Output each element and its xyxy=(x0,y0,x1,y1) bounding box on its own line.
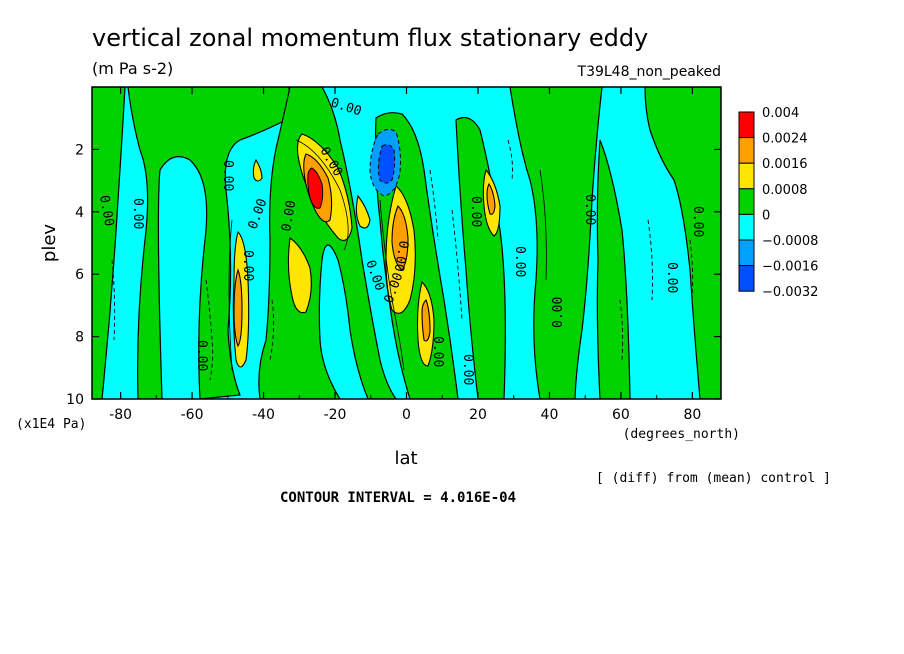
chart-title: vertical zonal momentum flux stationary … xyxy=(92,24,648,52)
colorbar-label: 0.0016 xyxy=(762,157,808,172)
contour-label: 0.00 xyxy=(664,262,679,293)
units-label: (m Pa s-2) xyxy=(92,59,173,78)
colorbar-label: 0 xyxy=(762,208,770,223)
x-tick-label: 0 xyxy=(402,407,411,423)
dashed-contour xyxy=(647,219,653,301)
green-region-west-edge xyxy=(92,87,126,399)
contour-label: 0.00 xyxy=(279,199,299,232)
contour-label: 0.00 xyxy=(130,198,145,229)
yellow-sh-low xyxy=(287,237,312,314)
colorbar-label: 0.0024 xyxy=(762,132,808,147)
y-tick-label: 8 xyxy=(75,330,84,346)
colorbar-swatch xyxy=(738,162,755,190)
contour-label: 0.00 xyxy=(468,196,483,227)
colorbar-swatch xyxy=(738,188,755,215)
green-region-nh-high xyxy=(596,139,631,399)
contour-label: 0.00 xyxy=(240,250,255,281)
contour-label: 0.00 xyxy=(690,206,705,237)
dashed-contour xyxy=(689,239,694,301)
yellow-sh-left-small xyxy=(252,158,263,182)
dashed-contour xyxy=(507,139,513,181)
colorbar-label: −0.0008 xyxy=(762,234,818,249)
green-region-central xyxy=(258,87,397,399)
y-axis-title: plev xyxy=(39,224,60,263)
contour-label: 0.00 xyxy=(194,340,209,371)
green-region-midlat-south xyxy=(127,87,295,399)
y-tick-label: 10 xyxy=(66,392,84,408)
yellow-central-small xyxy=(355,194,371,229)
orange-midlat xyxy=(233,268,243,348)
green-region-nh-midlat xyxy=(509,87,603,399)
x-axis: -80 -60 -40 -20 0 20 40 60 80 xyxy=(109,87,701,423)
blue-region-inner xyxy=(377,144,396,184)
colorbar-swatch xyxy=(738,213,755,241)
negative-regions xyxy=(369,128,401,197)
dashed-contours xyxy=(111,139,694,381)
contour-label: 0.00 xyxy=(96,194,116,227)
contour-label: 0.00 xyxy=(220,160,235,191)
colorbar-label: 0.004 xyxy=(762,106,799,121)
positive-field-regions xyxy=(92,87,721,399)
solid-contours xyxy=(228,139,547,371)
orange-nh-subtropics xyxy=(486,182,496,215)
diff-note: [ (diff) from (mean) control ] xyxy=(596,471,831,486)
x-axis-title: lat xyxy=(394,448,417,469)
x-tick-label: -20 xyxy=(324,407,347,423)
solid-contour xyxy=(295,139,349,251)
contour-label: 0.00 xyxy=(582,194,597,225)
x-tick-label: 40 xyxy=(541,407,559,423)
orange-nh-small xyxy=(421,299,431,342)
y-tick-label: 4 xyxy=(75,205,84,221)
colorbar-swatch xyxy=(738,111,755,139)
green-region-east-edge xyxy=(644,87,721,399)
colorbar-swatch xyxy=(738,137,755,164)
x-tick-label: -60 xyxy=(181,407,204,423)
solid-contour xyxy=(228,219,233,371)
dashed-contour xyxy=(111,259,116,341)
green-region-nh-subtropics xyxy=(455,117,506,399)
red-core-max xyxy=(307,167,324,209)
colorbar-label: −0.0016 xyxy=(762,260,818,275)
plot-area: 0.00 0.00 0.00 0.00 0.00 0.00 0.00 0.00 … xyxy=(92,87,721,399)
dashed-contour xyxy=(205,279,214,381)
contour-label: 0.00 xyxy=(460,354,475,385)
orange-equator xyxy=(391,205,409,271)
y-tick-label: 6 xyxy=(75,267,84,283)
x-tick-label: -80 xyxy=(109,407,132,423)
x-axis-units: (degrees_north) xyxy=(623,427,740,442)
y-axis: 2 4 6 8 10 xyxy=(66,142,721,408)
contour-label: 0.00 xyxy=(512,246,527,277)
solid-contour xyxy=(539,169,547,281)
y-axis-units: (x1E4 Pa) xyxy=(16,417,86,432)
dashed-contour xyxy=(269,299,275,361)
experiment-label: T39L48_non_peaked xyxy=(577,64,721,80)
contour-label: 0.00 xyxy=(551,297,566,328)
x-tick-label: 80 xyxy=(683,407,701,423)
dashed-contour xyxy=(451,209,463,321)
dashed-contour xyxy=(619,299,624,361)
contour-label: 0.00 xyxy=(430,336,445,367)
solid-contour xyxy=(379,199,405,371)
x-tick-label: 20 xyxy=(469,407,487,423)
x-tick-label: -40 xyxy=(252,407,275,423)
dashed-contour xyxy=(429,169,439,241)
colorbar: 0.004 0.0024 0.0016 0.0008 0 −0.0008 −0.0016 −0… xyxy=(738,106,818,300)
contour-interval: CONTOUR INTERVAL = 4.016E-04 xyxy=(280,490,516,506)
contour-label: 0.00 xyxy=(391,239,411,272)
y-tick-label: 2 xyxy=(75,142,84,158)
x-tick-label: 60 xyxy=(612,407,630,423)
colorbar-label: −0.0032 xyxy=(762,285,818,300)
colorbar-swatch xyxy=(738,265,755,292)
colorbar-swatch xyxy=(738,239,755,267)
colorbar-label: 0.0008 xyxy=(762,183,808,198)
